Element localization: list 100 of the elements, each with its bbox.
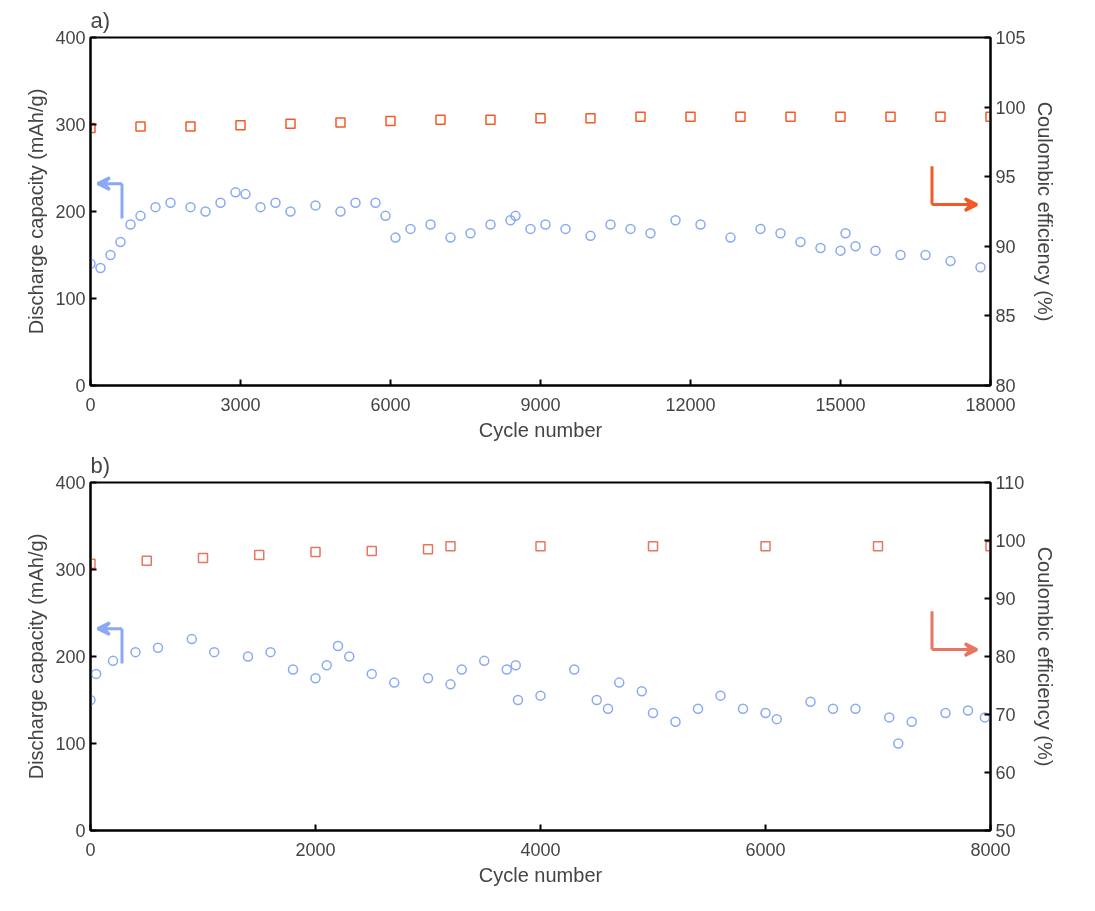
- point: [906, 716, 917, 727]
- y-tick-label: 400: [55, 473, 86, 493]
- point: [835, 245, 846, 256]
- point: [141, 555, 152, 567]
- point: [685, 111, 696, 123]
- y2-tick-label: 80: [995, 376, 1016, 396]
- point: [366, 668, 377, 680]
- y2-tick-label: 105: [995, 28, 1026, 48]
- y2-tick-label: 100: [995, 97, 1026, 118]
- y-tick-label: 100: [55, 734, 86, 754]
- y-tick-label: 400: [55, 28, 86, 48]
- point: [755, 223, 766, 235]
- point: [185, 121, 196, 132]
- point: [90, 668, 102, 680]
- x-tick-label: 18000: [965, 394, 1016, 415]
- y2-tick-label: 60: [995, 763, 1016, 783]
- y2-tick-label: 90: [995, 236, 1016, 257]
- x-tick-label: 12000: [665, 394, 716, 415]
- point: [390, 232, 401, 243]
- y2-tick-label: 50: [995, 821, 1016, 841]
- point: [827, 703, 839, 714]
- x-tick-label: 9000: [520, 394, 561, 415]
- point: [485, 219, 496, 230]
- point: [405, 223, 416, 235]
- point: [735, 111, 746, 123]
- x-tick-label: 4000: [520, 839, 561, 860]
- point: [540, 219, 551, 230]
- point: [872, 541, 884, 552]
- point: [485, 114, 496, 125]
- point: [569, 664, 580, 675]
- point: [254, 549, 265, 561]
- point: [240, 188, 251, 200]
- point: [389, 677, 400, 688]
- point: [785, 111, 796, 123]
- point: [614, 677, 625, 688]
- point: [186, 633, 197, 645]
- point: [200, 206, 211, 217]
- point: [636, 686, 647, 697]
- point: [935, 111, 946, 123]
- point: [585, 230, 596, 242]
- y-tick-label: 0: [75, 821, 86, 841]
- point: [135, 210, 146, 222]
- point: [255, 201, 266, 213]
- y-tick-label: 200: [55, 647, 86, 667]
- point: [760, 707, 771, 719]
- y-axis-title: Discharge capacity (mAh/g): [25, 88, 48, 335]
- point: [885, 111, 896, 123]
- point: [422, 673, 434, 684]
- y-tick-label: 100: [55, 289, 86, 309]
- point: [235, 119, 246, 131]
- y2-tick-label: 100: [995, 531, 1026, 551]
- point: [835, 111, 846, 123]
- point: [310, 546, 321, 558]
- point: [962, 705, 974, 716]
- x-tick-label: 2000: [295, 839, 336, 860]
- point: [535, 541, 546, 552]
- point: [535, 690, 546, 701]
- point: [242, 651, 254, 662]
- point: [479, 655, 490, 667]
- point: [335, 117, 346, 128]
- y-tick-label: 0: [75, 376, 86, 396]
- y2-axis-title: Coulombic efficiency (%): [1033, 101, 1056, 322]
- point: [385, 115, 396, 127]
- point: [975, 261, 986, 273]
- chart-title: b): [90, 452, 111, 478]
- point: [805, 696, 816, 707]
- point: [670, 214, 681, 226]
- y-axis-title: Discharge capacity (mAh/g): [25, 533, 48, 780]
- y2-tick-label: 95: [995, 167, 1016, 188]
- point: [215, 197, 226, 209]
- x-axis-title: Cycle number: [478, 863, 603, 886]
- y-tick-label: 300: [55, 560, 86, 580]
- point: [895, 249, 906, 261]
- point: [940, 707, 951, 719]
- point: [692, 703, 704, 714]
- y2-axis-title: Coulombic efficiency (%): [1033, 546, 1056, 767]
- point: [285, 206, 296, 217]
- point: [815, 242, 826, 254]
- chart-title: a): [90, 7, 111, 33]
- point: [695, 219, 706, 230]
- point: [645, 228, 656, 239]
- point: [760, 541, 771, 552]
- point: [344, 651, 355, 662]
- point: [197, 552, 209, 564]
- point: [625, 223, 636, 235]
- point: [775, 228, 786, 239]
- point: [287, 664, 299, 675]
- x-tick-label: 15000: [815, 394, 866, 415]
- point: [884, 712, 895, 723]
- point: [850, 703, 861, 714]
- x-axis-title: Cycle number: [478, 418, 603, 441]
- point: [465, 228, 476, 239]
- x-tick-label: 6000: [370, 394, 411, 415]
- point: [95, 262, 106, 274]
- point: [270, 197, 281, 209]
- point: [585, 112, 596, 124]
- point: [445, 232, 456, 243]
- point: [602, 703, 614, 714]
- y2-tick-label: 110: [995, 473, 1025, 493]
- point: [115, 236, 126, 248]
